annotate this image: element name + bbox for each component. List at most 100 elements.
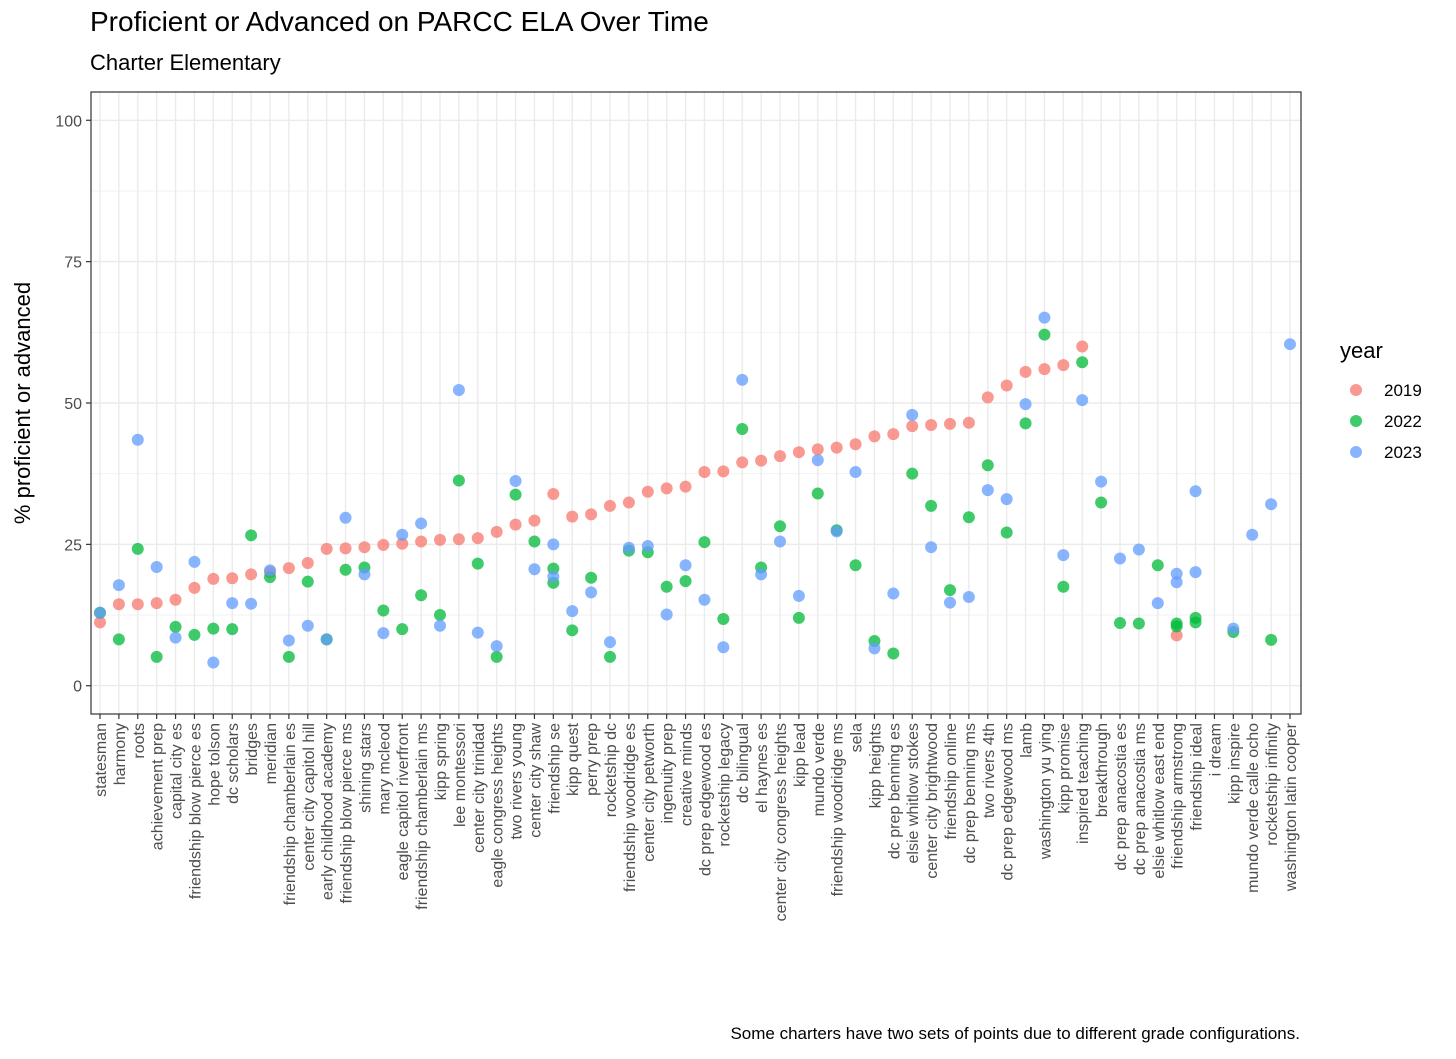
data-point-2019 xyxy=(1170,629,1183,642)
data-point-2022 xyxy=(415,589,428,602)
data-point-2022 xyxy=(774,520,786,533)
x-tick-label: harmony xyxy=(112,723,129,785)
x-tick-label: center city trinidad xyxy=(471,723,488,853)
data-point-2019 xyxy=(566,510,579,523)
x-tick-label: dc prep edgewood es xyxy=(697,723,714,876)
data-point-2022 xyxy=(925,499,938,512)
data-point-2022 xyxy=(1057,580,1070,593)
data-point-2022 xyxy=(1038,328,1051,341)
data-point-2019 xyxy=(736,456,749,469)
data-point-2023 xyxy=(131,433,144,446)
data-point-2019 xyxy=(811,443,824,456)
data-point-2019 xyxy=(1019,365,1032,378)
x-tick-label: lamb xyxy=(1019,723,1036,758)
x-tick-label: statesman xyxy=(93,723,110,797)
data-point-2022 xyxy=(717,613,730,626)
data-point-2019 xyxy=(698,465,711,478)
data-point-2023 xyxy=(774,535,786,548)
x-tick-label: achievement prep xyxy=(150,723,167,850)
data-point-2023 xyxy=(698,593,711,606)
data-point-2023 xyxy=(962,590,975,603)
data-point-2023 xyxy=(811,454,824,467)
data-point-2019 xyxy=(1076,340,1089,353)
x-tick-label: rocketship infinity xyxy=(1264,723,1281,846)
x-tick-label: friendship ideal xyxy=(1189,723,1206,831)
data-point-2019 xyxy=(849,438,862,451)
data-point-2022 xyxy=(528,535,541,548)
data-point-2023 xyxy=(1265,498,1278,511)
data-point-2023 xyxy=(604,636,616,649)
x-tick-label: creative minds xyxy=(679,723,696,826)
x-tick-label: dc prep edgewood ms xyxy=(1000,723,1017,880)
data-point-2023 xyxy=(339,511,352,524)
data-point-2023 xyxy=(358,568,371,581)
data-point-2022 xyxy=(906,467,919,480)
legend-label-2019: 2019 xyxy=(1384,381,1422,400)
data-point-2023 xyxy=(1132,543,1145,556)
data-point-2019 xyxy=(396,537,409,550)
data-point-2022 xyxy=(1132,617,1145,630)
data-point-2023 xyxy=(207,656,220,669)
data-point-2022 xyxy=(1170,620,1183,633)
data-point-2023 xyxy=(641,540,654,553)
x-tick-label: mundo verde calle ocho xyxy=(1245,723,1262,893)
data-point-2022 xyxy=(1114,616,1126,629)
data-point-2019 xyxy=(188,581,201,594)
data-point-2019 xyxy=(679,480,692,493)
data-point-2023 xyxy=(868,642,881,655)
x-tick-label: perry prep xyxy=(584,723,601,796)
data-point-2019 xyxy=(528,514,541,527)
data-point-2022 xyxy=(207,622,220,635)
data-point-2023 xyxy=(169,631,182,644)
x-tick-label: friendship woodridge es xyxy=(622,723,639,892)
x-tick-label: meridian xyxy=(263,723,280,784)
data-points xyxy=(94,311,1296,669)
data-point-2019 xyxy=(547,488,560,501)
data-point-2019 xyxy=(774,450,786,463)
x-tick-label: el haynes es xyxy=(754,723,771,813)
data-point-2019 xyxy=(925,419,938,432)
data-point-2022 xyxy=(1265,633,1278,646)
data-point-2022 xyxy=(1076,356,1089,369)
legend-label-2022: 2022 xyxy=(1384,412,1422,431)
data-point-2023 xyxy=(736,373,749,386)
data-point-2023 xyxy=(547,538,560,551)
data-point-2022 xyxy=(434,609,446,622)
data-point-2019 xyxy=(434,533,446,546)
data-point-2019 xyxy=(169,593,182,606)
x-tick-label: dc bilingual xyxy=(735,723,752,803)
x-tick-label: dc prep benning ms xyxy=(962,723,979,864)
data-point-2019 xyxy=(301,557,314,570)
data-point-2023 xyxy=(849,465,862,478)
data-point-2023 xyxy=(188,555,201,568)
legend-key-2023 xyxy=(1350,446,1362,458)
data-point-2019 xyxy=(755,454,768,467)
data-point-2022 xyxy=(301,575,314,588)
data-point-2023 xyxy=(566,605,579,618)
data-point-2023 xyxy=(792,589,805,602)
x-tick-label: center city capitol hill xyxy=(301,723,318,871)
x-tick-label: mundo verde xyxy=(811,723,828,816)
data-point-2023 xyxy=(490,640,503,653)
data-point-2022 xyxy=(736,423,749,436)
x-tick-label: dc prep benning es xyxy=(886,723,903,859)
data-point-2022 xyxy=(981,459,994,472)
x-tick-label: friendship chamberlain ms xyxy=(414,723,431,910)
y-tick-label: 25 xyxy=(64,537,82,554)
x-tick-label: center city shaw xyxy=(527,723,544,838)
data-point-2022 xyxy=(509,488,522,501)
data-point-2022 xyxy=(1019,417,1032,430)
data-point-2023 xyxy=(264,564,276,577)
data-point-2019 xyxy=(1000,379,1013,392)
y-tick-label: 75 xyxy=(64,255,82,272)
data-point-2019 xyxy=(830,441,843,454)
x-tick-label: kipp promise xyxy=(1056,723,1073,814)
x-tick-label: friendship chamberlain es xyxy=(282,723,299,905)
x-tick-label: inspired teaching xyxy=(1075,723,1092,844)
data-point-2019 xyxy=(131,598,144,611)
x-tick-label: kipp heights xyxy=(867,723,884,808)
y-axis: 0 25 50 75 100 xyxy=(55,113,91,696)
data-point-2022 xyxy=(188,628,201,641)
data-point-2019 xyxy=(452,533,465,546)
x-tick-label: roots xyxy=(131,723,148,759)
